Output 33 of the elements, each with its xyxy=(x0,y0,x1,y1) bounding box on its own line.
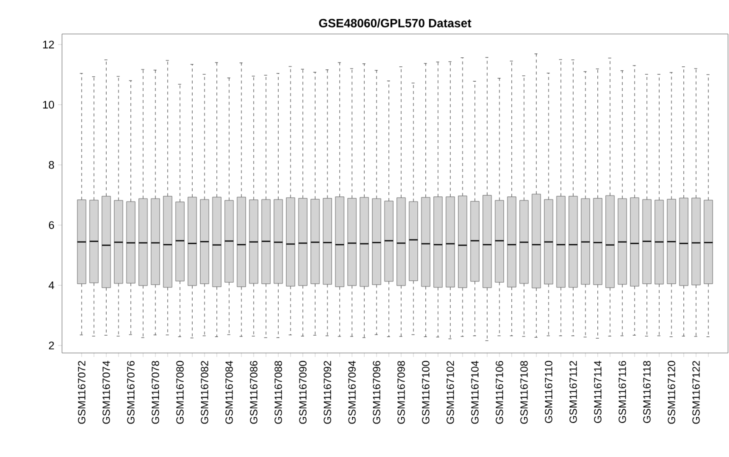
x-tick-label: GSM1167076 xyxy=(127,360,135,424)
x-tick-label: GSM1167084 xyxy=(225,360,233,424)
x-tick-label: GSM1167116 xyxy=(618,360,626,423)
x-tick-label: GSM1167106 xyxy=(496,360,504,424)
x-tick-label: GSM1167110 xyxy=(544,360,552,423)
x-tick-label: GSM1167074 xyxy=(102,360,110,424)
x-tick-label: GSM1167100 xyxy=(422,360,430,424)
x-tick-label: GSM1167104 xyxy=(471,360,479,424)
x-tick-label: GSM1167118 xyxy=(643,360,651,423)
x-tick-label: GSM1167108 xyxy=(520,360,528,424)
x-tick-label: GSM1167102 xyxy=(446,361,454,424)
chart-title: GSE48060/GPL570 Dataset xyxy=(319,18,472,28)
x-tick-label: GSM1167088 xyxy=(274,360,282,424)
y-tick-label: 6 xyxy=(48,221,54,229)
x-tick-label: GSM1167120 xyxy=(668,360,676,424)
x-tick-label: GSM1167072 xyxy=(78,361,86,424)
x-tick-label: GSM1167122 xyxy=(692,361,700,424)
x-tick-label: GSM1167112 xyxy=(569,361,577,423)
x-tick-label: GSM1167096 xyxy=(372,360,380,424)
y-tick-label: 8 xyxy=(48,161,54,169)
y-tick-label: 4 xyxy=(48,282,54,290)
y-tick-label: 10 xyxy=(43,100,54,109)
x-tick-label: GSM1167098 xyxy=(397,360,405,424)
x-tick-label: GSM1167092 xyxy=(324,361,332,424)
x-tick-label: GSM1167086 xyxy=(250,360,258,424)
x-tick-label: GSM1167090 xyxy=(299,360,307,424)
x-tick-label: GSM1167114 xyxy=(594,360,602,423)
y-tick-label: 12 xyxy=(43,40,54,48)
x-tick-label: GSM1167078 xyxy=(152,360,160,424)
x-tick-label: GSM1167080 xyxy=(176,360,184,424)
x-tick-label: GSM1167082 xyxy=(200,361,208,424)
x-tick-label: GSM1167094 xyxy=(348,360,356,424)
y-tick-label: 2 xyxy=(48,342,54,350)
